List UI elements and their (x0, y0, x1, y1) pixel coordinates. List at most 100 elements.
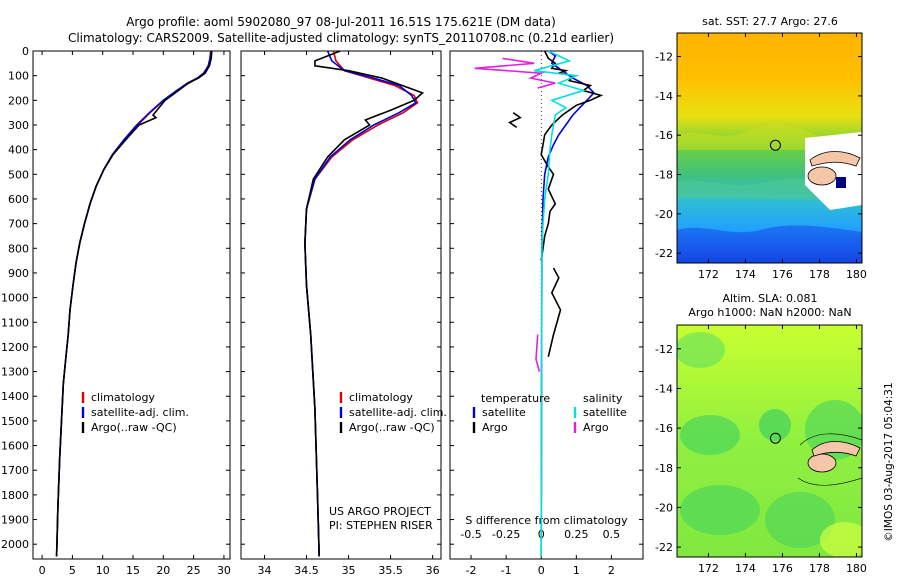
depth-tick-label: 1800 (1, 489, 29, 502)
header-line1: Argo profile: aoml 5902080_97 08-Jul-201… (126, 15, 556, 29)
sst-map-x-tick-label: 172 (698, 268, 719, 281)
s-diff-tick-label: -0.5 (460, 528, 481, 541)
t-diff-tick-label: 1 (573, 564, 580, 577)
salinity-panel: 3434.53535.536salinityclimatologysatelli… (240, 50, 447, 580)
legend-entry: climatology (349, 391, 413, 404)
sla-map-y-tick-label: -16 (655, 422, 673, 435)
depth-tick-label: 300 (8, 119, 29, 132)
temperature-climatology-line (55, 51, 212, 557)
project-label: US ARGO PROJECT (329, 505, 431, 518)
legend-header-temperature: temperature (481, 392, 550, 405)
depth-tick-label: 1400 (1, 390, 29, 403)
pi-label: PI: STEPHEN RISER (329, 519, 433, 532)
depth-tick-label: 500 (8, 168, 29, 181)
legend-entry: climatology (91, 391, 155, 404)
depth-tick-label: 400 (8, 144, 29, 157)
salinity-x-tick-label: 34.5 (294, 564, 319, 577)
depth-tick-label: 2000 (1, 538, 29, 551)
sla-map-x-tick-label: 174 (735, 562, 756, 575)
s-diff-axis-label: S difference from climatology (465, 514, 628, 527)
legend-entry: Argo(..raw -QC) (349, 421, 435, 434)
depth-tick-label: 600 (8, 193, 29, 206)
depth-tick-label: 900 (8, 267, 29, 280)
sst-map-panel: sat. SST: 27.7 Argo: 27.6 172 174 176 178 18… (655, 15, 867, 281)
salinity-x-tick-label: 35 (342, 564, 356, 577)
legend-entry: satellite-adj. clim. (91, 406, 189, 419)
sst-map-y-tick-label: -16 (655, 129, 673, 142)
difference-argo-line (540, 51, 604, 261)
sla-map-panel: Altim. SLA: 0.081 Argo h1000: NaN h2000:… (655, 292, 867, 575)
sst-map-x-tick-label: 178 (809, 268, 830, 281)
sst-map-x-tick-label: 180 (846, 268, 867, 281)
sst-map-x-tick-label: 174 (735, 268, 756, 281)
temperature-x-tick-label: 0 (39, 564, 46, 577)
imos-stamp: ©IMOS 03-Aug-2017 05:04:31 (883, 382, 895, 541)
header-line2: Climatology: CARS2009. Satellite-adjuste… (68, 31, 614, 45)
legend-entry: Argo(..raw -QC) (91, 421, 177, 434)
sla-map-frame (676, 324, 863, 558)
difference-argo_salinity_deep-line (535, 334, 541, 372)
salinity-frame (240, 50, 442, 560)
legend-entry: Argo (583, 421, 609, 434)
sst-map-y-tick-label: -22 (655, 247, 673, 260)
temperature-x-tick-label: 15 (126, 564, 140, 577)
s-diff-tick-label: 0.25 (564, 528, 589, 541)
depth-tick-label: 1600 (1, 440, 29, 453)
t-diff-tick-label: -2 (466, 564, 477, 577)
temperature-x-tick-label: 20 (156, 564, 170, 577)
sla-map-subtitle: Argo h1000: NaN h2000: NaN (688, 306, 851, 319)
legend-entry: satellite (583, 406, 627, 419)
sla-map-title: Altim. SLA: 0.081 (722, 292, 817, 305)
sst-argo-marker (769, 139, 781, 151)
sst-map-x-tick-label: 176 (772, 268, 793, 281)
salinity-x-tick-label: 36 (426, 564, 440, 577)
temperature-frame (32, 50, 231, 560)
temperature-x-tick-label: 30 (217, 564, 231, 577)
sla-map-x-tick-label: 180 (846, 562, 867, 575)
sla-map-y-tick-label: -14 (655, 382, 673, 395)
sla-map-y-tick-label: -20 (655, 501, 673, 514)
sla-map-x-tick-label: 172 (698, 562, 719, 575)
depth-tick-label: 1900 (1, 514, 29, 527)
sla-argo-marker (769, 432, 781, 444)
legend-entry: Argo (482, 421, 508, 434)
legend-header-salinity: salinity (583, 392, 623, 405)
temperature-x-tick-label: 25 (187, 564, 201, 577)
sst-map-y-tick-label: -12 (655, 51, 673, 64)
depth-tick-label: 1100 (1, 316, 29, 329)
legend-entry: satellite-adj. clim. (349, 406, 447, 419)
depth-tick-label: 700 (8, 218, 29, 231)
depth-tick-label: 1500 (1, 415, 29, 428)
s-diff-tick-label: -0.25 (492, 528, 520, 541)
difference-argo_deep-line (547, 267, 562, 357)
salinity-argo-line (304, 51, 425, 557)
depth-tick-label: 1200 (1, 341, 29, 354)
salinity-x-tick-label: 34 (258, 564, 272, 577)
temperature-panel: 0100200300400500600700800900100011001200… (1, 45, 231, 580)
t-diff-tick-label: 2 (608, 564, 615, 577)
depth-tick-label: 1700 (1, 464, 29, 477)
sla-map-field (677, 325, 862, 557)
sla-map-x-tick-label: 176 (772, 562, 793, 575)
legend-entry: satellite (482, 406, 526, 419)
depth-tick-label: 0 (22, 45, 29, 58)
sla-map-y-tick-label: -18 (655, 462, 673, 475)
difference-frame (449, 50, 644, 560)
salinity-satellite-line (304, 51, 417, 557)
sst-map-field (677, 33, 862, 263)
temperature-x-tick-label: 5 (69, 564, 76, 577)
temperature-x-tick-label: 10 (96, 564, 110, 577)
s-diff-tick-label: 0.5 (603, 528, 621, 541)
temperature-argo-line (55, 51, 213, 557)
difference-satellite-line (540, 51, 596, 557)
temperature-satellite-line (55, 51, 212, 557)
sst-map-y-tick-label: -18 (655, 169, 673, 182)
t-diff-tick-label: -1 (501, 564, 512, 577)
sla-map-x-tick-label: 178 (809, 562, 830, 575)
depth-tick-label: 1300 (1, 366, 29, 379)
sla-map-y-tick-label: -12 (655, 343, 673, 356)
difference-argo_salinity-line (474, 57, 556, 89)
salinity-climatology-line (304, 51, 419, 557)
depth-tick-label: 800 (8, 242, 29, 255)
depth-tick-label: 100 (8, 70, 29, 83)
